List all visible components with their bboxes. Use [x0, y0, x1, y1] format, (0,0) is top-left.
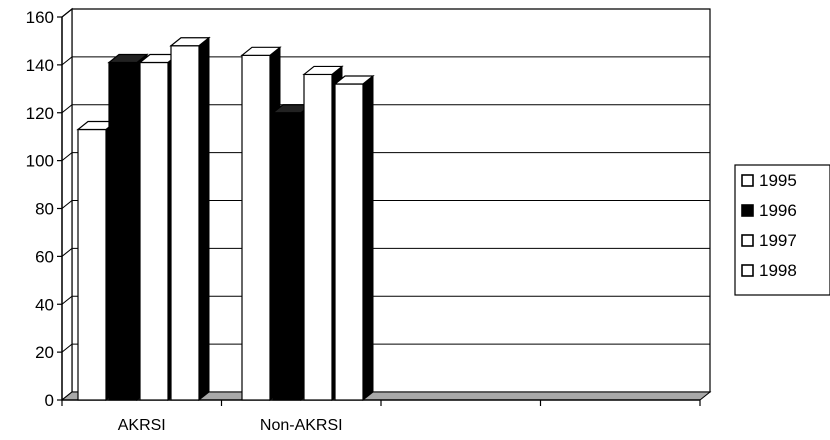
- x-axis-labels: AKRSI Non-AKRSI: [118, 417, 343, 434]
- y-axis-ticks: 0 20 40 60 80 100 120 140 160: [26, 8, 62, 410]
- bar-front: [108, 61, 138, 401]
- y-tick-label: 100: [26, 152, 54, 171]
- y-tick-label: 0: [45, 391, 54, 410]
- bar-front: [303, 73, 333, 401]
- legend-swatch: [741, 234, 754, 247]
- bar-top: [169, 37, 211, 47]
- gridline: [61, 247, 710, 257]
- gridline: [61, 199, 710, 209]
- legend-label: 1998: [759, 261, 797, 280]
- gridlines: [61, 8, 710, 353]
- bar-top: [333, 75, 375, 85]
- legend-swatch: [741, 204, 754, 217]
- gridline: [61, 295, 710, 305]
- bars: [76, 36, 375, 402]
- y-tick-label: 120: [26, 104, 54, 123]
- gridline: [61, 343, 710, 353]
- bar-front: [334, 83, 364, 401]
- legend-swatch: [741, 264, 754, 277]
- x-category-label: AKRSI: [118, 417, 166, 434]
- gridline: [61, 152, 710, 162]
- bar-side: [362, 74, 374, 402]
- bar-front: [77, 128, 107, 401]
- bar-top: [302, 65, 344, 76]
- bar-front: [241, 54, 271, 401]
- gridline: [61, 8, 710, 18]
- legend-swatch: [741, 174, 754, 187]
- bar-front: [272, 112, 302, 401]
- bar-front: [170, 45, 200, 401]
- legend-label: 1997: [759, 231, 797, 250]
- bar-top: [107, 53, 149, 64]
- bar-front: [139, 61, 169, 401]
- legend: 1995 1996 1997 1998: [734, 164, 830, 296]
- bar: [169, 36, 211, 402]
- bar: [333, 74, 375, 402]
- legend-label: 1995: [759, 171, 797, 190]
- y-tick-label: 60: [35, 247, 54, 266]
- y-tick-label: 160: [26, 8, 54, 27]
- gridline: [61, 104, 710, 114]
- legend-label: 1996: [759, 201, 797, 220]
- y-tick-label: 20: [35, 343, 54, 362]
- bar: [138, 53, 180, 402]
- x-category-label: Non-AKRSI: [260, 417, 343, 434]
- gridline: [61, 56, 710, 66]
- y-tick-label: 80: [35, 200, 54, 219]
- bar-top: [240, 46, 282, 56]
- bar-side: [198, 36, 210, 402]
- y-tick-label: 40: [35, 295, 54, 314]
- y-tick-label: 140: [26, 56, 54, 75]
